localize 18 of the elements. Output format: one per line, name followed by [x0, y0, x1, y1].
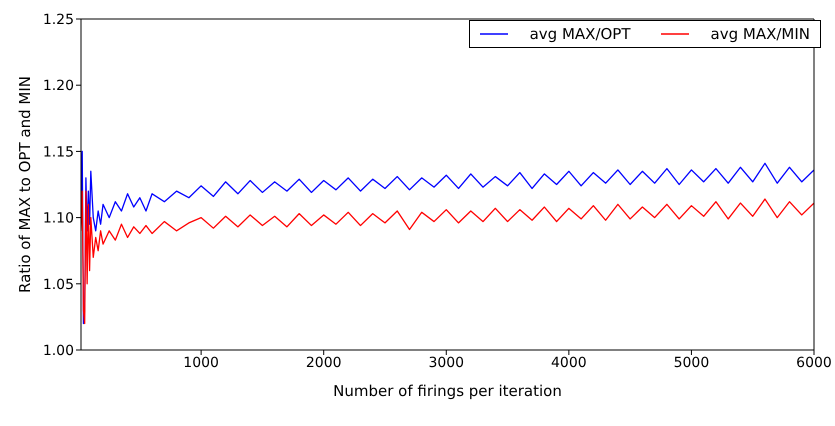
x-tick-label: 6000 [796, 354, 832, 371]
x-tick-label: 5000 [674, 354, 710, 371]
line-series [81, 190, 814, 324]
y-tick-label: 1.25 [42, 12, 74, 28]
x-tick-label: 2000 [306, 354, 342, 371]
legend-label: avg MAX/OPT [530, 25, 631, 43]
x-tick-label: 3000 [428, 354, 464, 371]
y-tick-label: 1.05 [42, 276, 74, 293]
legend-label: avg MAX/MIN [710, 25, 810, 43]
x-tick-label: 1000 [183, 354, 219, 371]
y-tick-label: 1.15 [42, 144, 74, 160]
y-tick-label: 1.00 [42, 342, 74, 359]
y-tick-label: 1.20 [42, 78, 74, 94]
y-axis-title: Ratio of MAX to OPT and MIN [16, 76, 34, 293]
y-tick-label: 1.10 [42, 210, 74, 227]
line-series [81, 150, 814, 324]
x-axis-title: Number of firings per iteration [333, 382, 562, 400]
x-tick-label: 4000 [551, 354, 587, 371]
